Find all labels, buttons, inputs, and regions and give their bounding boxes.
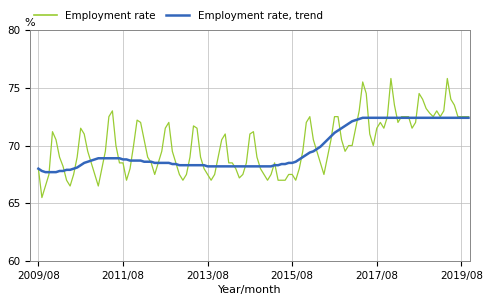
X-axis label: Year/month: Year/month <box>218 285 282 295</box>
Legend: Employment rate, Employment rate, trend: Employment rate, Employment rate, trend <box>30 7 327 25</box>
Text: %: % <box>25 18 35 27</box>
